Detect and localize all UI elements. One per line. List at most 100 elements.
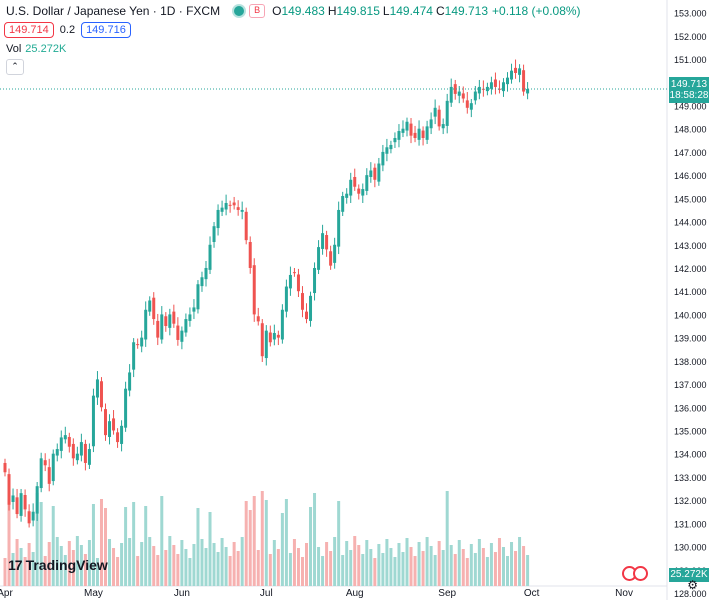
volume-bar: [465, 558, 469, 586]
candle-body: [116, 432, 120, 443]
volume-bar: [192, 544, 196, 586]
volume-bar: [526, 555, 530, 586]
volume-bar: [228, 556, 232, 586]
volume-bar: [144, 506, 148, 586]
volume-bar: [457, 540, 461, 586]
candle-body: [489, 82, 493, 89]
candle-body: [433, 107, 437, 117]
volume-bar: [469, 544, 473, 586]
volume-bar: [473, 553, 477, 586]
last-price-value: 149.713: [670, 79, 708, 90]
candle-body: [373, 167, 377, 180]
candle-body: [228, 204, 232, 206]
candle-body: [369, 170, 373, 177]
market-status-icon[interactable]: [232, 4, 247, 18]
volume-bar: [180, 540, 184, 586]
volume-bar: [305, 543, 308, 586]
volume-bar: [256, 550, 260, 586]
low-value: 149.474: [389, 4, 433, 18]
candle-body: [51, 453, 55, 482]
candle-body: [71, 443, 75, 459]
candle-body: [329, 251, 333, 266]
volume-bar: [413, 556, 417, 586]
candle-body: [345, 193, 349, 198]
volume-bar: [280, 513, 284, 586]
volume-bar: [112, 548, 116, 586]
candle-body: [19, 493, 23, 516]
candle-body: [409, 123, 413, 136]
volume-bar: [272, 540, 276, 586]
price-tick-label: 153.000: [674, 9, 707, 19]
volume-bar: [317, 547, 321, 586]
open-label: O: [272, 4, 282, 18]
volume-bar: [236, 551, 240, 586]
candle-body: [136, 344, 140, 346]
volume-bar: [71, 550, 75, 586]
volume-value: 25.272K: [25, 43, 67, 55]
collapse-legend-button[interactable]: ⌃: [6, 59, 24, 75]
price-tick-label: 130.000: [674, 543, 707, 553]
volume-bar: [401, 552, 405, 586]
candle-body: [87, 449, 91, 465]
tradingview-logo[interactable]: 17 TradingView: [8, 557, 108, 573]
candle-body: [224, 202, 228, 210]
volume-bar: [220, 538, 224, 586]
buy-button[interactable]: 149.716: [81, 22, 131, 38]
candle-body: [95, 379, 99, 398]
candle-body: [180, 330, 184, 342]
volume-bar: [409, 547, 413, 586]
volume-bar: [208, 512, 212, 586]
candle-body: [3, 462, 7, 473]
change-value: +0.118 (+0.08%): [492, 4, 581, 18]
candle-body: [296, 274, 300, 292]
volume-bar: [19, 548, 23, 586]
volume-bar: [160, 496, 164, 586]
event-icon[interactable]: [633, 566, 648, 581]
candle-body: [361, 189, 365, 196]
price-tick-label: 151.000: [674, 55, 707, 65]
volume-bar: [321, 556, 325, 586]
volume-bar: [341, 555, 345, 586]
high-value: 149.815: [336, 4, 380, 18]
candle-body: [497, 88, 501, 90]
candle-body: [288, 274, 292, 289]
candle-body: [453, 84, 457, 94]
volume-bar: [369, 549, 373, 586]
candle-body: [252, 265, 256, 315]
volume-bar: [108, 539, 112, 586]
candle-body: [449, 86, 453, 103]
badge-icon[interactable]: B: [249, 4, 266, 18]
volume-bar: [124, 507, 128, 586]
volume-bar: [300, 557, 304, 586]
candle-body: [83, 443, 87, 463]
candle-body: [514, 67, 518, 73]
volume-bar: [361, 554, 365, 586]
volume-bar: [39, 502, 43, 586]
event-markers[interactable]: [622, 566, 648, 581]
gear-icon[interactable]: ⚙: [687, 578, 698, 592]
candle-body: [244, 211, 248, 241]
candle-body: [232, 202, 236, 206]
candle-body: [39, 458, 43, 489]
sell-button[interactable]: 149.714: [4, 22, 54, 38]
close-value: 149.713: [444, 4, 489, 18]
volume-bar: [333, 537, 337, 586]
volume-bar: [172, 545, 176, 586]
volume-bar: [11, 553, 15, 586]
price-candles: [3, 59, 530, 528]
candle-body: [148, 300, 152, 312]
candle-body: [160, 314, 164, 340]
candle-body: [397, 131, 401, 140]
volume-bar: [449, 545, 453, 586]
candle-body: [236, 207, 240, 210]
candle-body: [292, 272, 296, 274]
candle-body: [317, 247, 321, 270]
symbol-title[interactable]: U.S. Dollar / Japanese Yen · 1D · FXCM: [6, 4, 221, 18]
volume-bar: [116, 557, 120, 586]
volume-bar: [176, 554, 180, 586]
volume-bar: [87, 540, 91, 586]
candle-body: [337, 209, 341, 247]
candle-body: [196, 284, 200, 310]
volume-tag: 25.272K: [669, 568, 709, 582]
